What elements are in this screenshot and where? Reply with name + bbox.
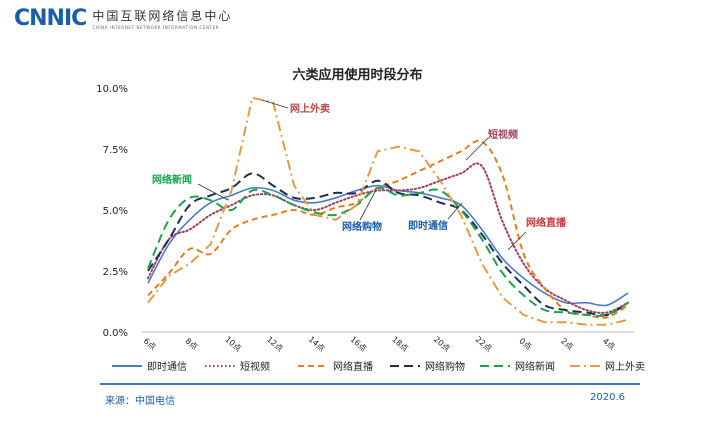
annotation-label-0: 网上外卖 (290, 102, 330, 115)
footer-source: 来源：中国电信 (105, 396, 175, 407)
annotation-leader-0 (261, 99, 289, 109)
y-tick-label: 10.0% (96, 84, 128, 95)
footer-divider (100, 383, 640, 385)
y-tick-label: 5.0% (103, 206, 128, 217)
y-tick-label: 7.5% (103, 145, 128, 156)
legend-label-2: 网络直播 (333, 360, 373, 373)
chart-title: 六类应用使用时段分布 (292, 68, 423, 83)
x-tick-label: 20点 (432, 335, 452, 354)
annotation-label-5: 网络直播 (526, 216, 567, 229)
logo-text: CNNIC (14, 6, 87, 31)
annotation-leader-2 (197, 183, 229, 201)
series-line-5 (147, 96, 629, 326)
annotation-label-2: 网络新闻 (152, 173, 192, 186)
footer-date: 2020.6 (590, 392, 625, 403)
annotation-leader-5 (507, 231, 527, 251)
series-line-1 (147, 162, 629, 314)
x-tick-label: 8点 (183, 336, 199, 351)
legend-label-4: 网络新闻 (515, 360, 555, 373)
x-tick-label: 2点 (559, 336, 575, 351)
annotation-label-4: 即时通信 (408, 219, 448, 232)
legend-label-3: 网络购物 (425, 360, 465, 373)
org-name-en: CHINA INTERNET NETWORK INFORMATION CENTE… (92, 25, 220, 30)
y-tick-label: 0.0% (103, 328, 128, 339)
annotation-leader-4 (447, 202, 463, 220)
x-tick-label: 4点 (601, 336, 617, 351)
x-tick-label: 14点 (307, 335, 327, 354)
legend-label-0: 即时通信 (147, 361, 187, 373)
annotation-leader-1 (465, 137, 489, 161)
header: CNNIC 中国互联网络信息中心 CHINA INTERNET NETWORK … (0, 0, 715, 40)
y-tick-label: 2.5% (103, 267, 128, 278)
x-tick-label: 22点 (474, 335, 494, 354)
series-line-3 (147, 172, 629, 317)
x-tick-label: 12点 (265, 335, 285, 354)
annotation-leader-3 (359, 189, 377, 221)
legend-label-1: 短视频 (240, 360, 270, 373)
x-tick-label: 16点 (348, 335, 368, 354)
legend-label-5: 网上外卖 (605, 361, 645, 373)
series-line-4 (147, 186, 629, 317)
x-tick-label: 18点 (390, 335, 410, 354)
annotation-label-3: 网络购物 (342, 220, 382, 233)
x-tick-label: 0点 (517, 336, 533, 351)
annotation-label-1: 短视频 (488, 128, 518, 141)
series-line-0 (147, 184, 629, 307)
org-name-cn: 中国互联网络信息中心 (92, 9, 233, 23)
org-name: 中国互联网络信息中心 CHINA INTERNET NETWORK INFORM… (92, 7, 232, 30)
series-line-2 (147, 139, 629, 319)
cnnic-logo: CNNIC 中国互联网络信息中心 CHINA INTERNET NETWORK … (14, 6, 232, 31)
x-tick-label: 10点 (223, 335, 243, 354)
x-tick-label: 6点 (142, 336, 158, 351)
